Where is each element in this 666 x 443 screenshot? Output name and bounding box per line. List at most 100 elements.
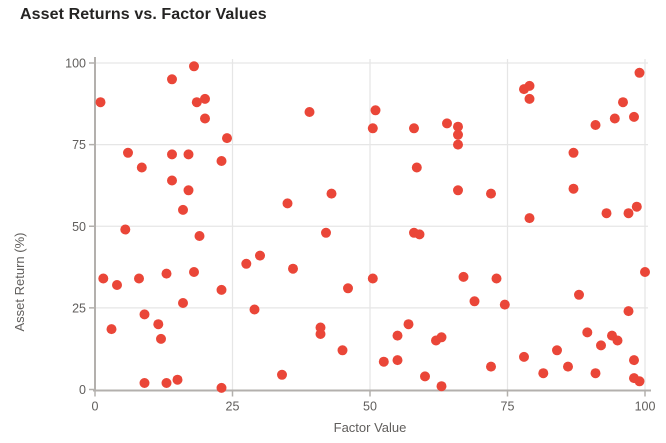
data-point[interactable] — [623, 306, 634, 317]
data-point[interactable] — [420, 371, 430, 382]
data-point[interactable] — [123, 147, 133, 158]
data-point[interactable] — [629, 111, 639, 122]
data-point[interactable] — [469, 296, 480, 307]
data-point[interactable] — [458, 271, 469, 282]
data-point[interactable] — [524, 213, 535, 224]
data-point[interactable] — [255, 250, 265, 261]
data-point[interactable] — [486, 361, 496, 372]
data-point[interactable] — [191, 97, 202, 108]
data-point[interactable] — [409, 123, 419, 134]
data-point[interactable] — [189, 61, 199, 72]
data-point[interactable] — [98, 273, 109, 284]
data-point[interactable] — [618, 97, 628, 108]
data-point[interactable] — [631, 201, 642, 212]
data-point[interactable] — [370, 105, 381, 116]
data-point[interactable] — [183, 185, 194, 196]
data-point[interactable] — [629, 355, 639, 366]
data-point[interactable] — [609, 113, 620, 124]
data-point[interactable] — [304, 107, 315, 117]
data-point[interactable] — [453, 121, 463, 132]
data-point[interactable] — [153, 319, 164, 330]
data-point[interactable] — [519, 351, 529, 362]
data-point[interactable] — [178, 204, 188, 215]
data-point[interactable] — [403, 319, 414, 330]
data-point[interactable] — [524, 80, 535, 91]
y-axis-title: Asset Return (%) — [12, 233, 27, 332]
data-point[interactable] — [277, 369, 287, 380]
data-point[interactable] — [568, 147, 579, 158]
data-point[interactable] — [282, 198, 293, 209]
data-point[interactable] — [194, 231, 205, 241]
data-point[interactable] — [172, 374, 183, 385]
data-point[interactable] — [392, 355, 403, 366]
data-point[interactable] — [623, 208, 634, 219]
data-point[interactable] — [524, 93, 535, 104]
data-point[interactable] — [442, 118, 452, 129]
data-point[interactable] — [552, 345, 562, 356]
data-point[interactable] — [249, 304, 260, 315]
data-point[interactable] — [200, 93, 210, 104]
data-point[interactable] — [436, 381, 447, 392]
data-point[interactable] — [453, 139, 463, 150]
data-point[interactable] — [568, 183, 579, 194]
data-point[interactable] — [200, 113, 210, 124]
data-point[interactable] — [134, 273, 144, 284]
data-point[interactable] — [634, 376, 645, 387]
data-point[interactable] — [411, 162, 422, 173]
data-point[interactable] — [367, 273, 378, 284]
data-point[interactable] — [156, 333, 166, 344]
data-point[interactable] — [574, 289, 584, 300]
data-point[interactable] — [596, 340, 606, 351]
data-point[interactable] — [222, 133, 232, 144]
gridlines — [95, 59, 648, 390]
data-point[interactable] — [321, 227, 331, 238]
data-point[interactable] — [582, 327, 593, 338]
data-point[interactable] — [378, 356, 389, 367]
data-point[interactable] — [337, 345, 348, 356]
data-point[interactable] — [486, 188, 496, 199]
data-point[interactable] — [326, 188, 337, 199]
data-points — [95, 61, 650, 393]
data-point[interactable] — [499, 299, 510, 310]
data-point[interactable] — [136, 162, 147, 173]
data-point[interactable] — [538, 368, 549, 379]
data-point[interactable] — [95, 97, 106, 108]
data-point[interactable] — [601, 208, 612, 219]
data-point[interactable] — [343, 283, 353, 294]
x-tick-label: 100 — [635, 400, 656, 414]
data-point[interactable] — [367, 123, 378, 134]
data-point[interactable] — [453, 129, 463, 140]
x-axis-title: Factor Value — [334, 420, 407, 435]
data-point[interactable] — [216, 382, 227, 393]
data-point[interactable] — [167, 149, 177, 160]
data-point[interactable] — [414, 229, 425, 240]
data-point[interactable] — [139, 378, 150, 388]
data-point[interactable] — [612, 335, 623, 346]
data-point[interactable] — [167, 175, 177, 186]
data-point[interactable] — [120, 224, 131, 235]
data-point[interactable] — [178, 298, 188, 308]
data-point[interactable] — [392, 330, 403, 341]
data-point[interactable] — [315, 329, 326, 339]
data-point[interactable] — [288, 263, 298, 274]
data-point[interactable] — [241, 258, 252, 269]
x-tick-label: 25 — [226, 400, 240, 414]
data-point[interactable] — [590, 120, 601, 130]
data-point[interactable] — [189, 267, 199, 277]
data-point[interactable] — [161, 268, 172, 279]
data-point[interactable] — [216, 156, 227, 166]
data-point[interactable] — [436, 332, 447, 343]
data-point[interactable] — [453, 185, 463, 196]
data-point[interactable] — [167, 74, 177, 85]
data-point[interactable] — [563, 361, 573, 372]
data-point[interactable] — [161, 378, 172, 388]
data-point[interactable] — [139, 309, 150, 320]
data-point[interactable] — [112, 280, 122, 290]
data-point[interactable] — [216, 284, 227, 295]
data-point[interactable] — [634, 67, 645, 78]
data-point[interactable] — [106, 324, 117, 335]
data-point[interactable] — [640, 267, 650, 277]
data-point[interactable] — [183, 149, 194, 160]
data-point[interactable] — [491, 273, 502, 284]
data-point[interactable] — [590, 368, 601, 379]
